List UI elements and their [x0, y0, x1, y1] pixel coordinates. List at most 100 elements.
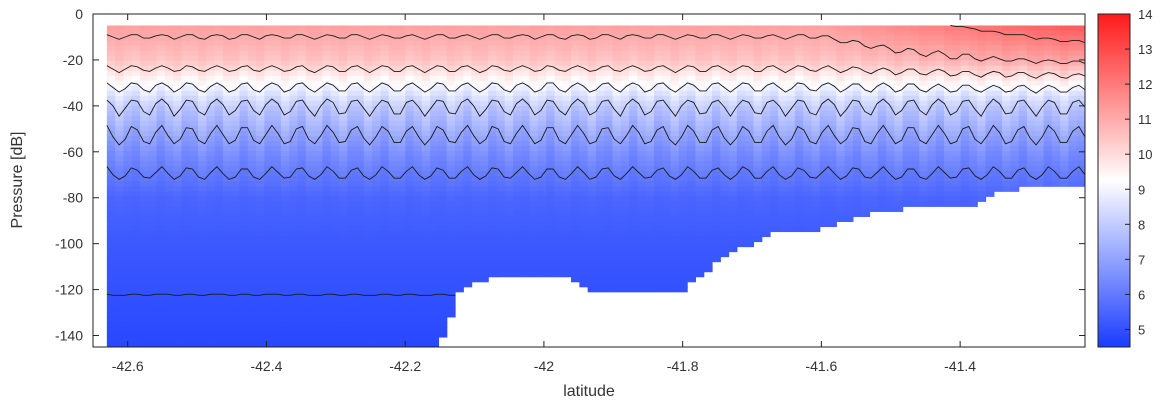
heatmap-cell [488, 80, 498, 87]
heatmap-cell [123, 161, 133, 167]
heatmap-cell [629, 221, 638, 228]
heatmap-cell [753, 236, 763, 243]
heatmap-cell [148, 231, 158, 238]
heatmap-cell [347, 50, 357, 57]
heatmap-cell [778, 221, 788, 228]
heatmap-cell [662, 120, 672, 127]
heatmap-cell [372, 191, 382, 197]
heatmap-cell [678, 146, 688, 152]
heatmap-cell [571, 186, 580, 192]
heatmap-cell [562, 211, 572, 217]
heatmap-cell [438, 70, 448, 77]
heatmap-cell [504, 236, 514, 243]
heatmap-cell [761, 25, 771, 32]
heatmap-cell [272, 120, 282, 127]
heatmap-cell [272, 45, 282, 52]
heatmap-cell [305, 65, 315, 72]
heatmap-cell [189, 55, 199, 62]
heatmap-cell [745, 35, 755, 42]
heatmap-cell [554, 105, 564, 112]
heatmap-cell [521, 156, 531, 162]
heatmap-cell [546, 206, 556, 212]
heatmap-cell [231, 125, 241, 132]
heatmap-cell [247, 256, 257, 263]
heatmap-cell [231, 286, 241, 293]
heatmap-cell [380, 115, 390, 122]
heatmap-cell [314, 311, 323, 318]
heatmap-cell [239, 311, 249, 318]
heatmap-cell [728, 120, 738, 127]
heatmap-cell [828, 130, 837, 137]
heatmap-cell [620, 30, 630, 37]
heatmap-cell [554, 226, 564, 233]
heatmap-cell [173, 336, 183, 343]
heatmap-cell [637, 226, 647, 233]
heatmap-cell [131, 40, 141, 47]
heatmap-cell [363, 100, 373, 107]
heatmap-cell [214, 80, 224, 87]
heatmap-cell [529, 241, 539, 248]
heatmap-cell [678, 171, 688, 177]
heatmap-cell [595, 80, 605, 87]
heatmap-cell [256, 146, 265, 152]
heatmap-cell [156, 241, 166, 248]
heatmap-cell [297, 186, 307, 192]
heatmap-cell [562, 125, 572, 132]
heatmap-cell [430, 211, 440, 217]
heatmap-cell [214, 216, 224, 222]
heatmap-cell [397, 301, 406, 308]
heatmap-cell [338, 301, 348, 308]
heatmap-cell [140, 196, 149, 202]
heatmap-cell [297, 171, 307, 177]
heatmap-cell [463, 191, 473, 197]
heatmap-cell [678, 90, 688, 97]
heatmap-cell [728, 105, 738, 112]
heatmap-cell [844, 161, 854, 167]
heatmap-cell [479, 156, 489, 162]
heatmap-cell [164, 75, 174, 82]
heatmap-cell [761, 206, 771, 212]
heatmap-cell [463, 216, 473, 222]
heatmap-cell [811, 120, 821, 127]
heatmap-cell [479, 141, 489, 147]
heatmap-cell [164, 35, 174, 42]
heatmap-cell [206, 181, 216, 187]
heatmap-cell [711, 25, 721, 32]
heatmap-cell [297, 286, 307, 293]
heatmap-cell [222, 166, 232, 172]
heatmap-cell [272, 95, 282, 102]
heatmap-cell [222, 40, 232, 47]
heatmap-cell [397, 130, 406, 137]
heatmap-cell [247, 136, 257, 142]
heatmap-cell [463, 206, 473, 212]
heatmap-cell [504, 50, 514, 57]
heatmap-cell [703, 266, 713, 273]
heatmap-cell [338, 321, 348, 328]
heatmap-cell [181, 261, 191, 268]
heatmap-cell [189, 130, 199, 137]
heatmap-cell [380, 276, 390, 283]
heatmap-cell [479, 65, 489, 72]
heatmap-cell [123, 221, 133, 228]
heatmap-cell [438, 191, 448, 197]
heatmap-cell [645, 211, 655, 217]
heatmap-cell [405, 271, 415, 278]
heatmap-cell [264, 326, 274, 333]
heatmap-cell [653, 50, 663, 57]
heatmap-cell [247, 25, 257, 32]
heatmap-cell [446, 30, 456, 37]
heatmap-cell [778, 171, 788, 177]
heatmap-cell [571, 130, 580, 137]
heatmap-cell [338, 166, 348, 172]
heatmap-cell [488, 196, 498, 202]
heatmap-cell [388, 176, 398, 182]
heatmap-cell [131, 271, 141, 278]
heatmap-cell [156, 45, 166, 52]
heatmap-cell [322, 181, 332, 187]
heatmap-cell [736, 90, 746, 97]
heatmap-cell [446, 191, 456, 197]
heatmap-cell [637, 231, 647, 238]
heatmap-cell [770, 201, 779, 207]
heatmap-cell [330, 266, 340, 273]
heatmap-cell [728, 130, 738, 137]
